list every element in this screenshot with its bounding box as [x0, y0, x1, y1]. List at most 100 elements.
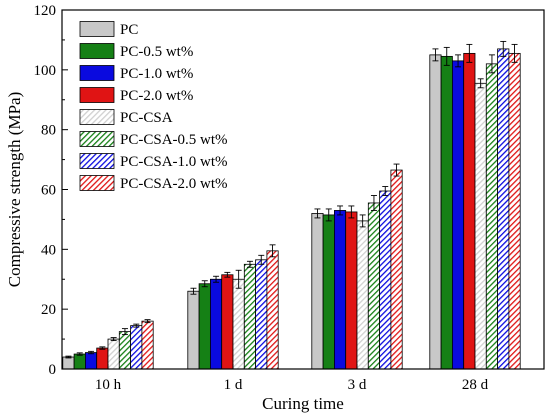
bar-pc-csa-2-0-wt-3-d	[390, 169, 403, 370]
errorbar-pc-0-5-wt-1-d	[201, 280, 208, 288]
bar-pc-csa-1-0-wt-10-h	[130, 325, 143, 370]
bar-pc-csa-10-h	[107, 338, 120, 370]
errorbar-pc-csa-0-5-wt-3-d	[370, 195, 377, 211]
bar-pc-csa-2-0-wt-1-d	[266, 250, 279, 370]
legend-label: PC	[120, 22, 138, 38]
bar-pc-0-5-wt-28-d	[440, 55, 453, 370]
legend: PC PC-0.5 wt% PC-1.0 wt% PC-2.0 wt% PC-CSA PC…	[79, 21, 228, 192]
x-axis-title: Curing time	[262, 394, 344, 413]
errorbar-pc-1-d	[190, 287, 197, 295]
legend-swatch	[79, 21, 115, 37]
legend-item-pc-1-0-wt: PC-1.0 wt%	[79, 65, 193, 82]
errorbar-pc-csa-1-0-wt-28-d	[500, 40, 507, 57]
bar-pc-2-0-wt-28-d	[463, 52, 476, 370]
y-tick-label: 20	[41, 302, 56, 318]
bar-pc-csa-0-5-wt-10-h	[118, 331, 132, 370]
legend-item-pc-csa-2-0-wt: PC-CSA-2.0 wt%	[79, 175, 228, 192]
errorbar-pc-2-0-wt-3-d	[348, 205, 355, 219]
bar-pc-2-0-wt-1-d	[221, 274, 234, 370]
bar-pc-0-5-wt-10-h	[73, 353, 86, 370]
legend-swatch	[79, 175, 115, 191]
errorbar-pc-10-h	[65, 355, 72, 359]
y-tick-label: 60	[41, 183, 56, 199]
bar-pc-2-0-wt-10-h	[96, 347, 109, 370]
y-tick-label: 40	[41, 242, 56, 258]
errorbar-pc-csa-3-d	[359, 214, 366, 228]
bar-pc-10-h	[62, 356, 75, 370]
legend-label: PC-CSA-0.5 wt%	[120, 132, 228, 148]
errorbar-pc-0-5-wt-10-h	[76, 352, 83, 356]
errorbar-pc-csa-28-d	[477, 78, 484, 89]
legend-label: PC-CSA-2.0 wt%	[120, 176, 228, 192]
x-tick-label-3-d: 3 d	[348, 377, 367, 393]
errorbar-pc-1-0-wt-3-d	[337, 205, 344, 216]
x-tick-label-10-h: 10 h	[95, 377, 122, 393]
y-tick-label: 80	[41, 123, 56, 139]
legend-label: PC-1.0 wt%	[120, 66, 193, 82]
bar-pc-28-d	[429, 54, 442, 370]
bar-pc-csa-28-d	[474, 82, 487, 370]
bar-pc-3-d	[311, 213, 324, 370]
legend-swatch	[79, 43, 115, 59]
bar-pc-1-0-wt-3-d	[333, 210, 347, 370]
bar-pc-0-5-wt-1-d	[198, 283, 211, 370]
errorbar-pc-1-0-wt-1-d	[213, 275, 220, 283]
errorbar-pc-csa-1-d	[235, 269, 242, 289]
bar-pc-csa-0-5-wt-3-d	[367, 202, 380, 370]
errorbar-pc-28-d	[432, 48, 439, 62]
bar-pc-csa-0-5-wt-1-d	[243, 263, 257, 370]
bar-pc-csa-3-d	[356, 220, 369, 370]
bar-pc-1-0-wt-1-d	[209, 278, 223, 370]
errorbar-pc-csa-2-0-wt-10-h	[144, 319, 151, 324]
legend-item-pc-csa-1-0-wt: PC-CSA-1.0 wt%	[79, 153, 228, 170]
x-tick-label-28-d: 28 d	[462, 377, 489, 393]
y-tick-label: 120	[34, 3, 57, 19]
legend-item-pc-0-5-wt: PC-0.5 wt%	[79, 43, 193, 60]
legend-item-pc-csa: PC-CSA	[79, 109, 173, 126]
bar-pc-csa-2-0-wt-10-h	[141, 320, 154, 370]
errorbar-pc-csa-2-0-wt-28-d	[511, 43, 518, 63]
errorbar-pc-1-0-wt-28-d	[455, 54, 462, 68]
errorbar-pc-csa-0-5-wt-1-d	[246, 260, 253, 268]
bar-pc-1-0-wt-28-d	[451, 60, 465, 370]
errorbar-pc-csa-2-0-wt-1-d	[269, 244, 276, 258]
errorbar-pc-csa-0-5-wt-28-d	[488, 54, 495, 74]
axes-layer: 0 20 40 60 80 100 120 10 h 1 d 3 d 28 d	[34, 3, 545, 393]
y-axis-title: Compressive strength (MPa)	[5, 92, 24, 287]
legend-swatch	[79, 153, 115, 169]
errorbar-pc-0-5-wt-28-d	[443, 46, 450, 66]
bar-pc-1-d	[187, 290, 200, 370]
bar-pc-csa-1-0-wt-28-d	[497, 48, 510, 370]
bar-pc-csa-0-5-wt-28-d	[485, 63, 498, 370]
legend-item-pc-csa-0-5-wt: PC-CSA-0.5 wt%	[79, 131, 228, 148]
y-tick-label: 100	[34, 63, 57, 79]
legend-label: PC-2.0 wt%	[120, 88, 193, 104]
y-tick-label: 0	[49, 362, 57, 378]
errorbar-pc-3-d	[314, 208, 321, 219]
errorbar-pc-csa-10-h	[110, 337, 117, 342]
errorbar-pc-csa-2-0-wt-3-d	[393, 163, 400, 177]
legend-label: PC-0.5 wt%	[120, 44, 193, 60]
errorbar-pc-2-0-wt-28-d	[466, 43, 473, 63]
bar-pc-csa-1-0-wt-1-d	[255, 259, 268, 370]
errorbar-pc-csa-0-5-wt-10-h	[121, 328, 128, 336]
errorbar-pc-csa-1-0-wt-1-d	[258, 254, 265, 265]
bar-pc-1-0-wt-10-h	[85, 352, 98, 370]
errorbar-pc-1-0-wt-10-h	[88, 350, 95, 355]
errorbar-pc-csa-1-0-wt-10-h	[133, 323, 140, 328]
bar-pc-csa-2-0-wt-28-d	[508, 52, 521, 370]
errorbar-pc-2-0-wt-10-h	[99, 346, 106, 350]
legend-swatch	[79, 109, 115, 125]
legend-label: PC-CSA	[120, 110, 173, 126]
errorbars-layer	[65, 40, 518, 359]
legend-label: PC-CSA-1.0 wt%	[120, 154, 228, 170]
legend-item-pc-2-0-wt: PC-2.0 wt%	[79, 87, 193, 104]
legend-swatch	[79, 131, 115, 147]
bar-pc-csa-1-0-wt-3-d	[379, 190, 392, 370]
errorbar-pc-2-0-wt-1-d	[224, 271, 231, 278]
x-tick-label-1-d: 1 d	[224, 377, 243, 393]
bar-pc-0-5-wt-3-d	[322, 214, 335, 370]
bar-pc-csa-1-d	[232, 278, 245, 370]
